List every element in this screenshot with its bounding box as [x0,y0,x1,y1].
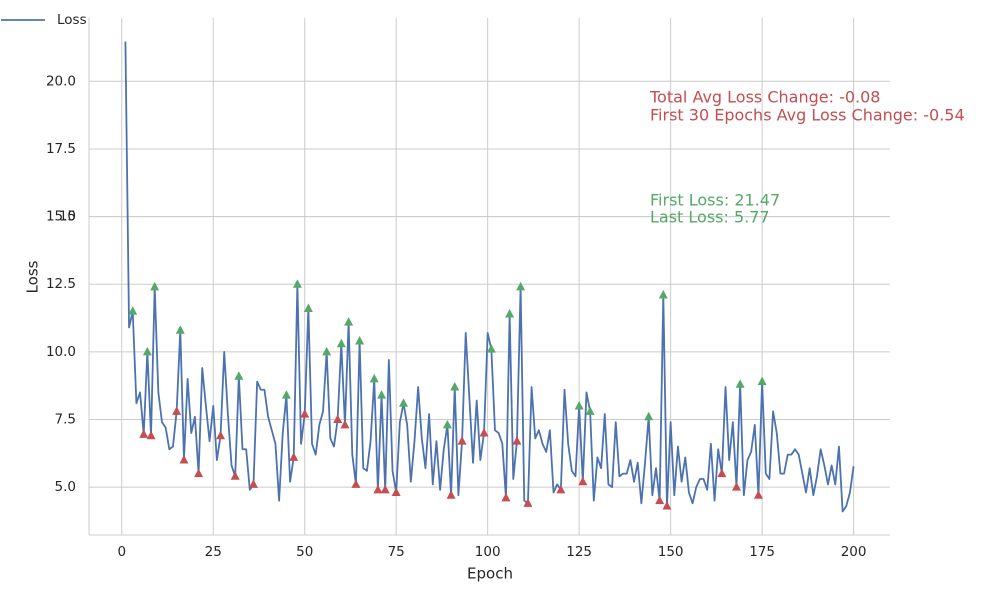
marker [373,484,383,494]
marker [194,468,204,478]
marker [300,409,310,418]
marker [369,373,379,383]
marker [505,308,515,318]
y-tick-label: 15.0 [46,209,76,225]
marker [662,501,672,510]
y-tick-label: 20.0 [46,73,76,89]
y-tick-label: 7.5 [55,411,76,427]
marker [355,336,365,345]
marker [128,306,138,315]
marker [340,419,350,429]
marker [731,482,741,491]
legend-label: Loss [57,12,87,28]
marker [150,281,160,291]
y-tick-label: 15 [59,209,76,225]
x-tick-label: 25 [205,544,222,560]
x-tick-label: 175 [749,544,775,560]
y-axis-label: Loss [24,260,42,293]
y-tick-label: 17.5 [46,141,76,157]
marker [333,414,343,423]
marker [574,400,584,410]
x-tick-label: 0 [117,544,126,560]
marker [216,430,226,440]
marker [139,429,149,438]
y-tick-label: 5.0 [55,479,76,495]
marker [585,406,595,415]
x-tick-label: 50 [296,544,313,560]
marker [479,428,489,437]
marker [556,484,566,494]
marker [457,436,467,445]
x-axis-label: Epoch [467,565,513,583]
marker [753,490,763,499]
marker [380,484,390,494]
x-tick-label: 200 [841,544,867,560]
marker [230,471,240,480]
marker [658,290,668,299]
marker [179,455,189,464]
marker [735,379,745,388]
marker [303,303,313,313]
marker [281,390,291,399]
marker [655,495,665,505]
y-tick-label: 10.0 [46,344,76,360]
marker [351,479,361,488]
marker [717,468,727,478]
annotation: Total Avg Loss Change: -0.08 [649,88,880,107]
x-tick-label: 125 [566,544,592,560]
marker [450,382,460,391]
marker [322,346,332,356]
marker [442,419,452,429]
marker [234,371,244,380]
annotation: First Loss: 21.47 [650,191,780,210]
loss-line [124,41,855,513]
annotation: Last Loss: 5.77 [650,208,770,227]
marker [512,436,522,445]
marker [486,344,496,353]
marker [292,279,302,288]
x-tick-label: 100 [475,544,501,560]
x-tick-label: 150 [658,544,684,560]
marker [248,479,258,488]
marker [344,317,354,326]
marker [578,476,588,486]
marker [146,430,156,440]
marker [172,406,182,415]
marker [644,411,654,421]
marker [523,498,533,507]
x-tick-label: 75 [388,544,405,560]
y-tick-label: 12.5 [46,276,76,292]
marker [391,487,401,497]
marker [175,325,185,334]
marker [336,338,346,348]
marker [399,398,409,407]
marker [142,346,152,356]
marker [516,281,526,291]
marker [501,492,511,502]
marker [289,452,299,461]
marker [377,390,387,399]
marker [446,490,456,499]
marker [757,376,767,386]
annotation: First 30 Epochs Avg Loss Change: -0.54 [650,106,965,125]
